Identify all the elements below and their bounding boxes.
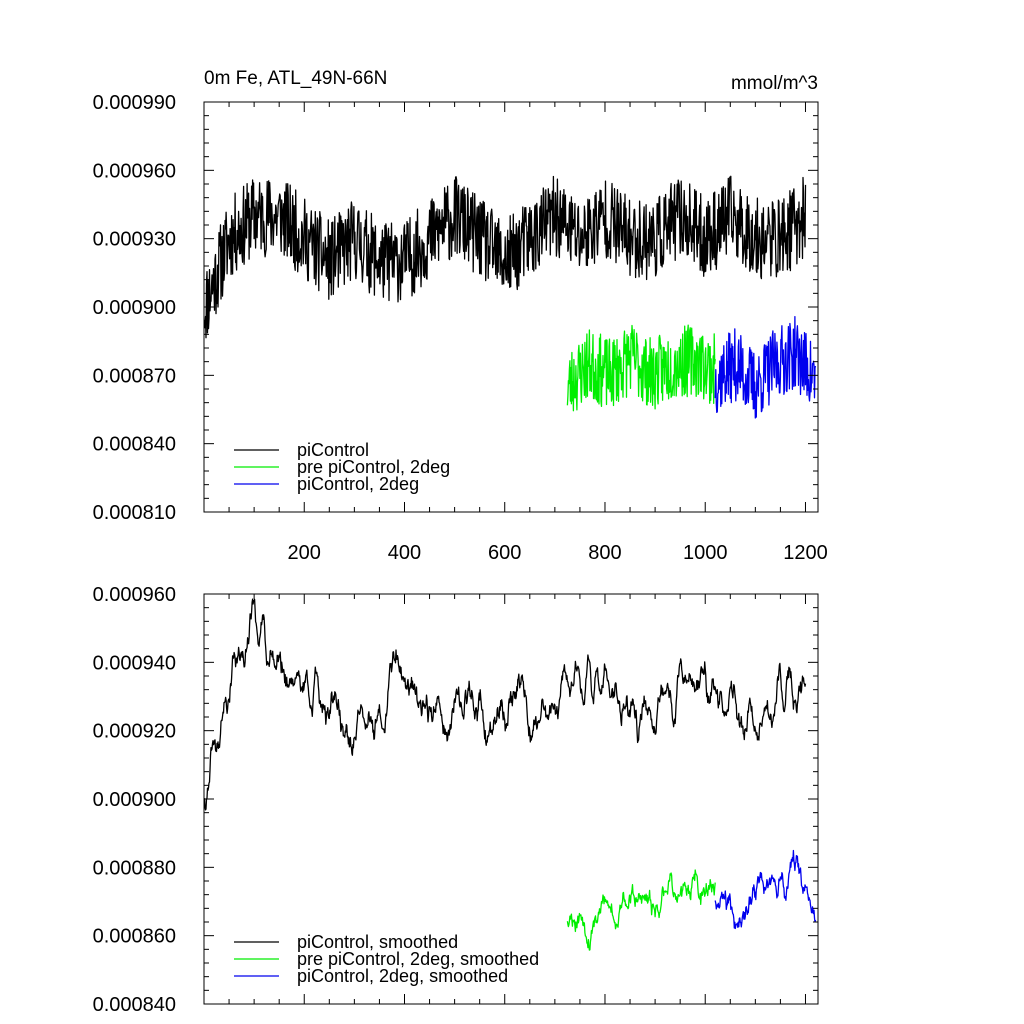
y-tick-label: 0.000990 [93, 92, 176, 114]
y-tick-label: 0.000900 [93, 789, 176, 811]
legend-label: piControl, smoothed [297, 932, 458, 952]
y-tick-label: 0.000900 [93, 297, 176, 319]
y-tick-label: 0.000870 [93, 365, 176, 387]
y-tick-label: 0.000930 [93, 229, 176, 251]
y-tick-label: 0.000860 [93, 926, 176, 948]
x-tick-label: 800 [588, 542, 621, 564]
series-line-3 [714, 849, 817, 930]
plot-title: 0m Fe, ATL_49N-66N [204, 68, 387, 89]
legend-label: pre piControl, 2deg [297, 457, 450, 477]
series-line-3 [714, 315, 817, 419]
series-line-2 [566, 324, 716, 412]
x-tick-label: 400 [388, 542, 421, 564]
y-tick-label: 0.000880 [93, 857, 176, 879]
x-tick-label: 1200 [783, 542, 828, 564]
series-line-1 [204, 598, 807, 811]
series-group [204, 175, 817, 419]
legend-label: pre piControl, 2deg, smoothed [297, 949, 539, 969]
series-line-1 [204, 175, 807, 339]
plot-2: 0.000840 0.000860 0.000880 0.000900 0.000920… [93, 584, 819, 1016]
legend-label: piControl, 2deg [297, 474, 419, 494]
x-tick-label: 600 [488, 542, 521, 564]
y-tick-label: 0.000840 [93, 434, 176, 456]
x-tick-label: 1000 [683, 542, 728, 564]
legend-label: piControl [297, 440, 369, 460]
y-tick-label: 0.000940 [93, 652, 176, 674]
y-tick-label: 0.000840 [93, 994, 176, 1016]
plot-1: 200 400 600 800 1000 1200 0.000810 0.000840 0.00… [93, 68, 828, 564]
x-tick-label: 200 [288, 542, 321, 564]
y-tick-label: 0.000960 [93, 584, 176, 606]
units-label: mmol/m^3 [731, 73, 818, 94]
legend-label: piControl, 2deg, smoothed [297, 966, 508, 986]
y-tick-label: 0.000920 [93, 721, 176, 743]
y-tick-label: 0.000960 [93, 160, 176, 182]
series-line-2 [566, 869, 716, 951]
y-tick-label: 0.000810 [93, 502, 176, 524]
series-group [204, 598, 817, 951]
